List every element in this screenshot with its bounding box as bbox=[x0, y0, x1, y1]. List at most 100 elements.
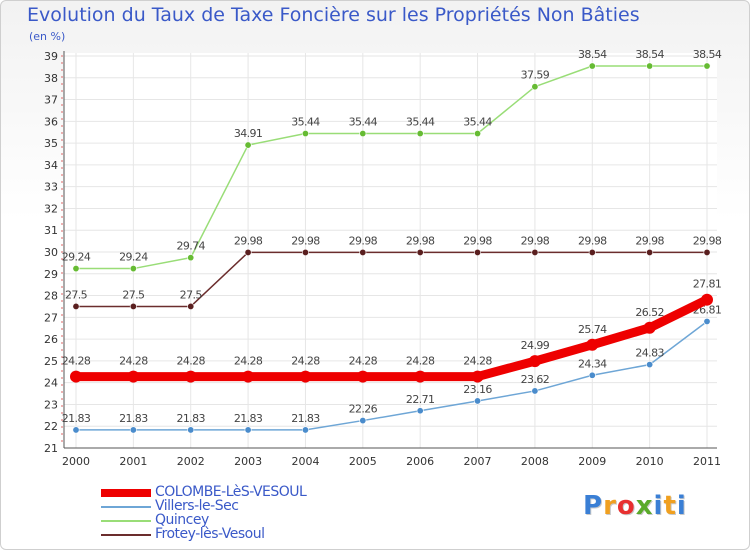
y-tick-label: 31 bbox=[44, 224, 58, 237]
data-label: 29.98 bbox=[578, 234, 607, 247]
x-tick-label: 2011 bbox=[693, 455, 721, 468]
data-label: 37.59 bbox=[521, 69, 550, 82]
data-label: 21.83 bbox=[176, 412, 205, 425]
y-tick-label: 28 bbox=[44, 290, 58, 303]
data-point bbox=[646, 62, 654, 70]
data-label: 35.44 bbox=[406, 116, 435, 129]
data-label: 24.83 bbox=[635, 347, 664, 360]
data-point bbox=[129, 426, 137, 434]
data-label: 29.98 bbox=[349, 234, 378, 247]
x-tick-label: 2000 bbox=[62, 455, 90, 468]
x-tick-label: 2007 bbox=[464, 455, 492, 468]
data-label: 29.24 bbox=[119, 251, 148, 264]
brand-letter: i bbox=[676, 491, 687, 521]
data-point bbox=[242, 370, 255, 383]
y-tick-label: 25 bbox=[44, 355, 58, 368]
data-label: 38.54 bbox=[693, 48, 722, 61]
data-point bbox=[703, 248, 711, 256]
x-tick-label: 2009 bbox=[578, 455, 606, 468]
data-label: 24.28 bbox=[291, 355, 320, 368]
chart-title: Evolution du Taux de Taxe Foncière sur l… bbox=[27, 4, 640, 26]
brand-letter: t bbox=[663, 491, 677, 521]
data-point bbox=[646, 248, 654, 256]
data-label: 27.5 bbox=[122, 288, 145, 301]
data-point bbox=[416, 407, 424, 415]
data-label: 35.44 bbox=[463, 116, 492, 129]
y-tick-label: 39 bbox=[44, 50, 58, 63]
data-point bbox=[244, 426, 252, 434]
y-tick-label: 38 bbox=[44, 72, 58, 85]
data-label: 24.28 bbox=[234, 355, 263, 368]
data-point bbox=[701, 293, 713, 306]
data-point bbox=[474, 397, 482, 405]
legend-label: COLOMBE-LèS-VESOUL bbox=[155, 484, 307, 500]
data-label: 29.98 bbox=[463, 234, 492, 247]
data-point bbox=[244, 141, 252, 149]
data-label: 29.98 bbox=[635, 234, 664, 247]
brand-letter: P bbox=[583, 491, 604, 521]
data-point bbox=[588, 62, 596, 70]
legend-swatch bbox=[101, 534, 151, 536]
legend-label: Quincey bbox=[155, 512, 209, 528]
data-label: 29.74 bbox=[176, 240, 205, 253]
data-label: 29.98 bbox=[406, 234, 435, 247]
data-point bbox=[646, 361, 654, 369]
y-tick-label: 37 bbox=[44, 94, 58, 107]
data-point bbox=[70, 370, 82, 383]
data-point bbox=[184, 370, 197, 383]
y-tick-label: 26 bbox=[44, 333, 58, 346]
data-point bbox=[244, 248, 252, 256]
data-point bbox=[72, 265, 80, 273]
y-tick-label: 23 bbox=[44, 398, 58, 411]
data-label: 24.99 bbox=[521, 339, 550, 352]
data-point bbox=[299, 370, 312, 383]
y-tick-label: 34 bbox=[44, 159, 58, 172]
y-tick-label: 35 bbox=[44, 137, 58, 150]
data-point bbox=[474, 130, 482, 138]
data-point bbox=[588, 248, 596, 256]
data-point bbox=[356, 370, 369, 383]
y-tick-label: 30 bbox=[44, 246, 58, 259]
brand-logo: Proxiti bbox=[583, 491, 687, 521]
data-point bbox=[359, 248, 367, 256]
data-label: 24.28 bbox=[62, 355, 91, 368]
data-point bbox=[416, 248, 424, 256]
data-label: 25.74 bbox=[578, 323, 607, 336]
x-tick-label: 2004 bbox=[291, 455, 319, 468]
data-point bbox=[187, 302, 195, 310]
y-tick-label: 24 bbox=[44, 377, 58, 390]
data-point bbox=[187, 426, 195, 434]
brand-letter: i bbox=[653, 491, 664, 521]
data-label: 27.81 bbox=[693, 278, 722, 291]
data-point bbox=[359, 417, 367, 425]
data-point bbox=[301, 426, 309, 434]
data-label: 27.5 bbox=[180, 288, 203, 301]
y-tick-label: 32 bbox=[44, 202, 58, 215]
data-label: 24.34 bbox=[578, 357, 607, 370]
data-label: 21.83 bbox=[234, 412, 263, 425]
data-label: 22.26 bbox=[349, 403, 378, 416]
legend-swatch bbox=[101, 489, 151, 497]
series-line bbox=[71, 295, 712, 382]
data-point bbox=[301, 130, 309, 138]
x-tick-label: 2002 bbox=[177, 455, 205, 468]
y-tick-label: 21 bbox=[44, 442, 58, 455]
brand-letter: o bbox=[616, 491, 636, 521]
legend-swatch bbox=[101, 520, 151, 522]
x-tick-label: 2001 bbox=[119, 455, 147, 468]
y-tick-label: 27 bbox=[44, 311, 58, 324]
plot-background bbox=[64, 53, 717, 448]
data-point bbox=[703, 62, 711, 70]
series-line bbox=[75, 320, 708, 431]
y-tick-label: 22 bbox=[44, 420, 58, 433]
data-label: 29.98 bbox=[521, 234, 550, 247]
data-label: 24.28 bbox=[406, 355, 435, 368]
data-label: 21.83 bbox=[291, 412, 320, 425]
x-tick-label: 2006 bbox=[406, 455, 434, 468]
data-point bbox=[414, 370, 427, 383]
data-point bbox=[72, 426, 80, 434]
data-point bbox=[528, 355, 541, 368]
series-line bbox=[75, 251, 708, 308]
brand-letter: r bbox=[603, 491, 617, 521]
